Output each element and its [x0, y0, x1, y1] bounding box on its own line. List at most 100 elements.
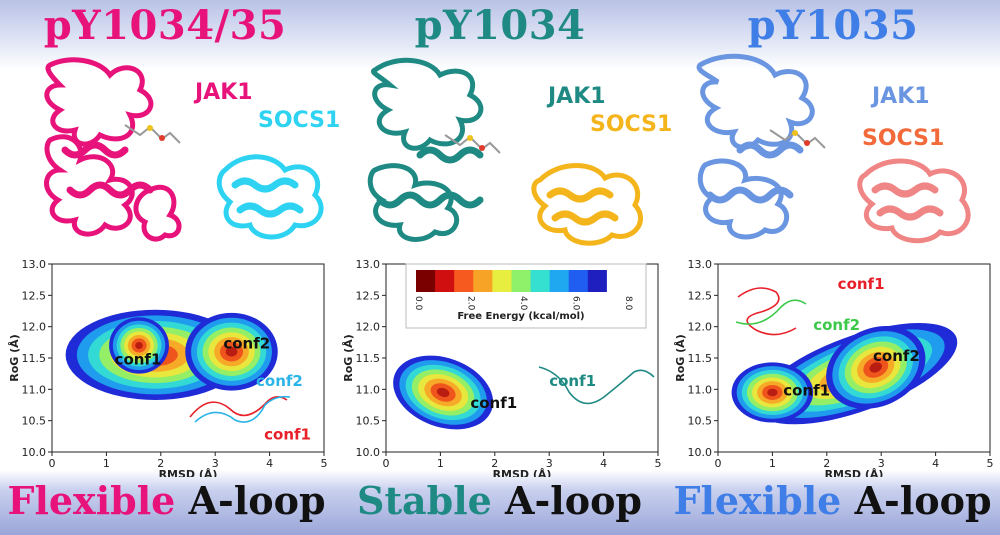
- jak1-label-3: JAK1: [872, 84, 930, 109]
- x-tick-label: 4: [932, 457, 939, 470]
- y-tick-label: 12.5: [356, 289, 381, 302]
- socs1-structure-1: [216, 154, 324, 240]
- bottom-label-1-word1: Flexible: [7, 478, 176, 523]
- colorbar-swatch: [511, 270, 532, 292]
- y-tick-label: 10.5: [356, 415, 381, 428]
- energy-contour: [767, 388, 778, 397]
- colorbar-swatch: [492, 270, 512, 292]
- panel-title-3: pY1035: [747, 2, 919, 49]
- bottom-label-2: Stable A-loop: [333, 478, 666, 523]
- bottom-label-2-word2: A-loop: [505, 478, 642, 523]
- fel-plot-1: 0 1 2 3 4 5 10.0 10.5 11.0 11.5 12.0 12.5 13.0 RMSD (…: [8, 258, 328, 477]
- y-tick-label: 11.0: [356, 383, 381, 396]
- y-tick-label: 10.5: [688, 415, 713, 428]
- x-axis-label: RMSD (Å): [493, 468, 552, 477]
- bottom-label-1-word2: A-loop: [188, 478, 326, 523]
- y-tick-label: 10.0: [22, 446, 47, 459]
- colorbar-tick-label: 6.0: [571, 296, 581, 311]
- protein-structure-1: [44, 57, 324, 242]
- y-tick-label: 11.0: [22, 383, 47, 396]
- y-tick-label: 12.0: [688, 321, 713, 334]
- conformation-label: conf1: [470, 394, 517, 412]
- conformation-label: conf1: [783, 382, 830, 400]
- socs1-label-3: SOCS1: [862, 126, 945, 151]
- x-tick-label: 2: [823, 457, 830, 470]
- x-tick-label: 0: [49, 457, 56, 470]
- colorbar: 0.0 2.0 4.0 6.0 8.0 Free Energy (kcal/mol): [405, 263, 647, 329]
- x-tick-label: 1: [103, 457, 110, 470]
- y-tick-label: 11.5: [22, 352, 47, 365]
- conformation-trace: [194, 395, 291, 423]
- energy-contour: [135, 341, 143, 349]
- protein-structure-2: [367, 57, 643, 246]
- y-tick-label: 11.0: [688, 383, 713, 396]
- x-axis-label: RMSD (Å): [825, 468, 884, 477]
- jak1-structure-2: [367, 57, 484, 242]
- conformation-label: conf2: [223, 335, 270, 353]
- x-tick-label: 5: [987, 457, 994, 470]
- conformation-trace: [737, 287, 797, 336]
- energy-contour: [869, 362, 882, 373]
- colorbar-swatch: [416, 270, 436, 292]
- y-tick-label: 13.0: [22, 258, 47, 271]
- x-tick-label: 3: [878, 457, 885, 470]
- colorbar-swatch: [473, 270, 493, 292]
- ligand-sticks-1: [124, 124, 181, 144]
- y-tick-label: 13.0: [356, 258, 381, 271]
- x-tick-label: 5: [321, 457, 328, 470]
- conformation-label: conf2: [873, 347, 920, 365]
- jak1-label-1: JAK1: [195, 80, 253, 105]
- y-tick-label: 11.5: [688, 352, 713, 365]
- x-tick-label: 0: [383, 457, 390, 470]
- colorbar-tick-label: 4.0: [518, 296, 528, 311]
- jak1-structure-1: [44, 57, 182, 242]
- bottom-label-3: Flexible A-loop: [666, 478, 999, 523]
- bottom-label-2-word1: Stable: [357, 478, 492, 523]
- panel-title-2: pY1034: [414, 2, 586, 49]
- y-axis-label: RoG (Å): [674, 334, 687, 381]
- y-tick-label: 13.0: [688, 258, 713, 271]
- bottom-label-3-word2: A-loop: [854, 478, 992, 523]
- colorbar-swatch: [587, 270, 608, 292]
- colorbar-swatch: [549, 270, 570, 292]
- conformation-label: conf1: [838, 275, 885, 293]
- conformation-label: conf1: [115, 350, 162, 368]
- socs1-structure-3: [857, 158, 971, 244]
- x-tick-label: 0: [715, 457, 722, 470]
- colorbar-swatch: [530, 270, 551, 292]
- colorbar-swatch: [568, 270, 589, 292]
- energy-contour: [436, 387, 450, 398]
- colorbar-swatch: [454, 270, 474, 292]
- conformation-label: conf2: [256, 372, 303, 390]
- conformation-trace: [189, 396, 288, 418]
- fel-plot-2: 0 1 2 3 4 5 10.0 10.5 11.0 11.5 12.0 12.5 13.0 RMSD (…: [342, 258, 662, 477]
- x-tick-label: 5: [655, 457, 662, 470]
- socs1-label-2: SOCS1: [590, 112, 673, 137]
- y-tick-label: 12.5: [22, 289, 47, 302]
- x-tick-label: 1: [437, 457, 444, 470]
- colorbar-tick-label: 2.0: [466, 296, 476, 311]
- x-tick-label: 3: [546, 457, 553, 470]
- y-tick-label: 10.0: [356, 446, 381, 459]
- x-tick-label: 2: [491, 457, 498, 470]
- conformation-trace: [538, 366, 655, 405]
- conformation-label: conf1: [264, 425, 311, 443]
- colorbar-swatch: [606, 270, 627, 292]
- panel-title-1: pY1034/35: [43, 2, 287, 49]
- x-tick-label: 3: [212, 457, 219, 470]
- y-tick-label: 12.5: [688, 289, 713, 302]
- socs1-structure-2: [531, 163, 643, 246]
- colorbar-label: Free Energy (kcal/mol): [457, 311, 584, 322]
- y-tick-label: 11.5: [356, 352, 381, 365]
- jak1-label-2: JAK1: [548, 84, 606, 109]
- conformation-label: conf2: [813, 316, 860, 334]
- conformation-label: conf1: [549, 372, 596, 390]
- protein-structure-3: [696, 53, 971, 244]
- y-tick-label: 10.0: [688, 446, 713, 459]
- y-axis-label: RoG (Å): [8, 334, 21, 381]
- bottom-label-3-word1: Flexible: [673, 478, 842, 523]
- conformation-trace: [735, 299, 807, 325]
- colorbar-tick-label: 0.0: [413, 296, 423, 311]
- jak1-structure-3: [696, 53, 815, 240]
